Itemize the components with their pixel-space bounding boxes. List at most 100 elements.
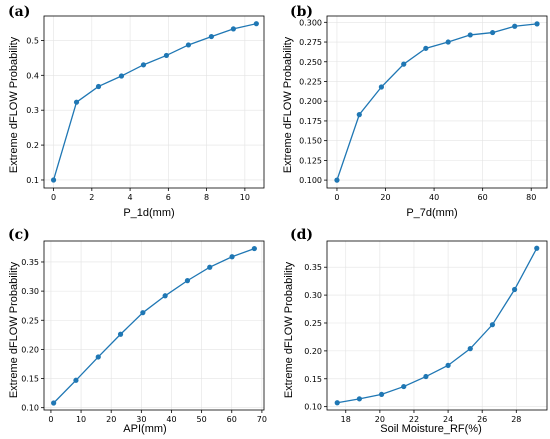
panel-b-y-tick-label: 0.250 (299, 58, 322, 67)
panel-a-data-point (230, 26, 236, 32)
panel-a-x-tick-label: 2 (89, 193, 94, 202)
panel-c-x-axis-label: API(mm) (123, 423, 166, 435)
panel-d-data-point (445, 362, 451, 368)
panel-c-x-tick-label: 0 (48, 415, 53, 424)
panel-a-y-tick-label: 0.3 (26, 106, 39, 115)
panel-b-data-point (334, 177, 340, 183)
panel-b-series-line (336, 23, 538, 181)
panel-b-y-tick-label: 0.225 (299, 77, 322, 86)
panel-c-x-tick-label: 60 (227, 415, 237, 424)
panel-d-x-tick-label: 18 (341, 415, 351, 424)
panel-c-data-point (117, 331, 124, 337)
panel-a-x-tick-label: 10 (240, 193, 250, 202)
panel-a-y-tick-label: 0.5 (26, 36, 39, 45)
panel-c-y-axis-label: Extreme dFLOW Probability (8, 261, 20, 398)
panel-a-x-tick-label: 4 (128, 193, 133, 202)
panel-d-x-tick-label: 22 (409, 415, 419, 424)
panel-a-y-tick-label: 0.4 (26, 71, 39, 80)
panel-c-x-tick-label: 20 (106, 415, 116, 424)
panel-a-data-point (253, 21, 259, 27)
panel-a-data-point (95, 83, 102, 90)
panel-b-data-point (467, 32, 473, 38)
panel-b-grid (327, 16, 547, 188)
panel-a-series-line (52, 23, 257, 181)
panel-d: (d) Soil Moisture_RF(%) Extreme dFLOW Pr… (283, 227, 548, 435)
panel-c-data-point (95, 354, 101, 360)
panel-a-data-point (163, 52, 170, 59)
panel-b-x-tick-label: 0 (334, 193, 339, 202)
panel-d-data-point (511, 286, 518, 293)
panel-b-y-tick-label: 0.150 (299, 137, 322, 146)
panel-a-y-axis-label: Extreme dFLOW Probability (8, 36, 20, 173)
panel-b-x-tick-label: 40 (429, 193, 439, 202)
panel-c-y-tick-label: 0.20 (21, 345, 39, 354)
panel-b-axes: 0 20 40 60 80 0.100 0.125 0.150 0.175 0.200 0.225 0… (299, 15, 548, 202)
panel-a-data-point (140, 62, 147, 68)
panel-a-x-tick-label: 8 (204, 193, 209, 202)
panel-d-y-axis-label: Extreme dFLOW Probability (283, 261, 295, 398)
panel-b-plot-frame (326, 15, 548, 189)
panel-b-data-point (401, 61, 407, 67)
panel-d-axes: 18 20 22 24 26 28 0.10 0.15 0.20 0.25 0.30 0.35 (304, 240, 548, 424)
panel-b-data-point (445, 39, 451, 45)
panel-b-x-tick-label: 80 (526, 193, 536, 202)
panel-c-data-point (162, 293, 168, 299)
panel-c-plot-frame (43, 240, 265, 411)
panel-d-x-tick-label: 20 (375, 415, 385, 424)
panel-b-data-point (423, 45, 429, 51)
panel-d-data-point (356, 396, 363, 402)
panel-a-data-point (208, 33, 214, 40)
panel-c-y-tick-label: 0.30 (21, 287, 39, 296)
panel-c-data-point (51, 400, 57, 406)
panel-b-x-axis-label: P_7d(mm) (406, 207, 457, 219)
panel-d-y-tick-label: 0.15 (304, 375, 322, 384)
panel-d-data-point (423, 373, 429, 380)
panel-b: (b) P_7d(mm) Extreme dFLOW Probability 0… (282, 4, 548, 219)
panel-a-x-tick-label: 0 (51, 193, 56, 202)
panel-c-data-point (73, 377, 79, 383)
panel-c-y-tick-label: 0.10 (21, 404, 39, 413)
panel-c-y-tick-label: 0.15 (21, 375, 39, 384)
panel-d-data-point (489, 322, 496, 328)
panel-b-y-axis-label: Extreme dFLOW Probability (282, 36, 294, 173)
panel-b-data-point (534, 21, 540, 27)
panel-c-y-tick-label: 0.35 (21, 258, 39, 267)
panel-c-data-point (207, 264, 213, 270)
panel-b-data-point (356, 112, 362, 118)
panel-c-data-point (184, 278, 191, 284)
panel-b-data-point (512, 23, 518, 29)
panel-a-x-axis-label: P_1d(mm) (123, 207, 174, 219)
panel-a-data-point (118, 73, 125, 79)
panel-c-grid (44, 241, 264, 410)
panel-c: (c) API(mm) Extreme dFLOW Probability 0 1… (8, 227, 267, 435)
panel-a-data-point (185, 42, 192, 48)
panel-d-y-tick-label: 0.10 (304, 403, 322, 412)
panel-c-x-tick-label: 50 (197, 415, 207, 424)
panel-b-y-tick-label: 0.300 (299, 18, 322, 27)
panel-c-y-tick-label: 0.25 (21, 316, 39, 325)
panel-c-data-point (251, 245, 257, 252)
panel-d-x-tick-label: 28 (511, 415, 521, 424)
panel-a-y-tick-label: 0.2 (26, 141, 39, 150)
panel-a-grid (44, 16, 264, 188)
panel-b-data-point (378, 84, 384, 90)
panel-d-data-point (534, 245, 540, 251)
panel-b-data-point (490, 29, 496, 36)
panel-d-x-tick-label: 26 (477, 415, 487, 424)
panel-a-data-point (73, 99, 80, 105)
panel-b-y-tick-label: 0.175 (299, 117, 322, 126)
panel-d-y-tick-label: 0.35 (304, 263, 322, 272)
panel-b-x-tick-label: 20 (380, 193, 390, 202)
panel-d-data-point (467, 346, 473, 352)
panel-c-x-tick-label: 30 (136, 415, 146, 424)
panel-b-x-tick-label: 60 (478, 193, 488, 202)
panel-a: (a) P_1d(mm) Extreme dFLOW Probability 0… (8, 4, 265, 219)
panel-d-series-line (337, 247, 538, 404)
panel-a-x-tick-label: 6 (166, 193, 171, 202)
panel-d-y-tick-label: 0.25 (304, 319, 322, 328)
panel-d-y-tick-label: 0.20 (304, 347, 322, 356)
panel-c-axes: 0 10 20 30 40 50 60 70 0.10 0.15 0.20 0.25 0.30 0.35 (21, 240, 267, 424)
panel-c-x-tick-label: 10 (76, 415, 86, 424)
panel-c-series-line (53, 247, 255, 404)
